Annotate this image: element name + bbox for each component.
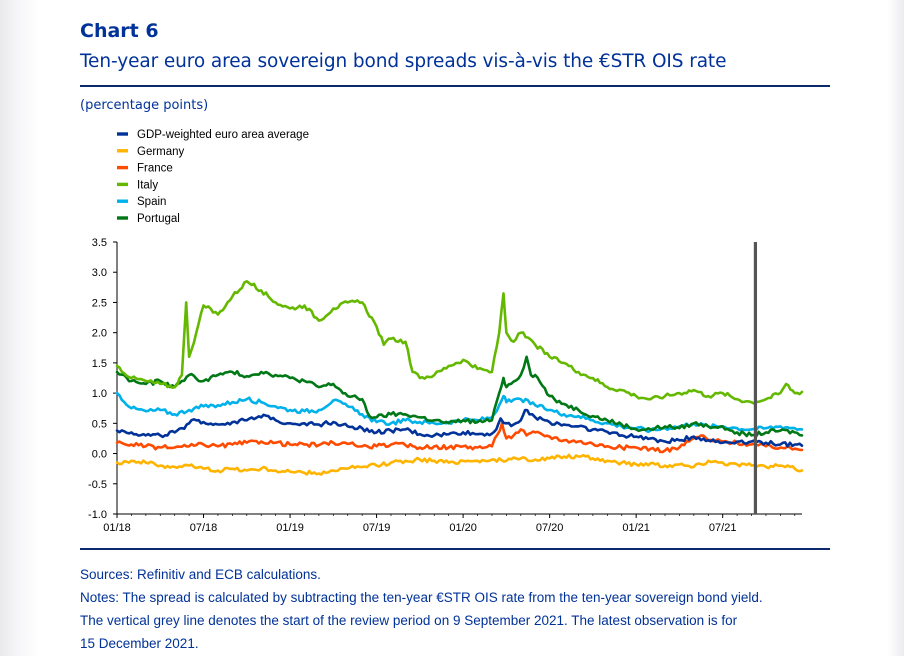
x-tick-label: 07/20 [536, 522, 564, 534]
legend-label-france: France [137, 163, 173, 175]
y-tick-label: -0.5 [88, 479, 107, 491]
legend-label-spain: Spain [137, 196, 166, 208]
chart-number: Chart 6 [80, 20, 159, 42]
right-page-shadow [888, 0, 904, 656]
series-line-portugal [115, 355, 804, 438]
notes-block: Sources: Refinitiv and ECB calculations.… [80, 563, 870, 655]
series-line-france [115, 421, 804, 454]
y-tick-label: 2.0 [92, 328, 107, 340]
notes-line-2: The vertical grey line denotes the start… [80, 613, 738, 628]
y-tick-label: 0.0 [92, 449, 107, 461]
y-tick-label: 3.0 [92, 267, 107, 279]
y-tick-label: 0.5 [92, 418, 107, 430]
legend-label-italy: Italy [137, 179, 158, 191]
left-page-shadow [0, 0, 40, 656]
series-line-italy [115, 279, 804, 405]
legend-label-germany: Germany [137, 146, 185, 158]
sources-text: Sources: Refinitiv and ECB calculations. [80, 567, 321, 582]
x-tick-label: 01/21 [622, 522, 650, 534]
legend-label-gdp-weighted-euro-area-average: GDP-weighted euro area average [137, 129, 309, 141]
legend: GDP-weighted euro area average Germany Fra… [117, 129, 309, 225]
x-tick-label: 07/19 [363, 522, 391, 534]
x-tick-label: 01/18 [103, 522, 131, 534]
y-tick-label: 1.5 [92, 358, 107, 370]
y-tick-label: 3.5 [92, 237, 107, 249]
x-tick-label: 07/18 [190, 522, 218, 534]
x-tick-label: 01/20 [449, 522, 477, 534]
series-line-gdp-weighted-euro-area-average [115, 408, 804, 448]
y-tick-label: 1.0 [92, 388, 107, 400]
y-tick-label: -1.0 [88, 509, 107, 521]
notes-line-3: 15 December 2021. [80, 636, 199, 651]
legend-label-portugal: Portugal [137, 213, 180, 225]
series-line-germany [115, 453, 804, 476]
plot-area: 3.5 3.0 2.5 2.0 1.5 1.0 0.5 0.0 -0.5 -1.001/18 07/… [88, 237, 804, 534]
footer-divider [80, 548, 830, 550]
y-tick-label: 2.5 [92, 297, 107, 309]
units-label: (percentage points) [80, 98, 209, 113]
notes-line-1: Notes: The spread is calculated by subtr… [80, 590, 763, 605]
title-divider [80, 85, 830, 87]
x-tick-label: 01/19 [276, 522, 304, 534]
x-tick-label: 07/21 [709, 522, 737, 534]
chart-title: Ten-year euro area sovereign bond spread… [80, 51, 727, 72]
